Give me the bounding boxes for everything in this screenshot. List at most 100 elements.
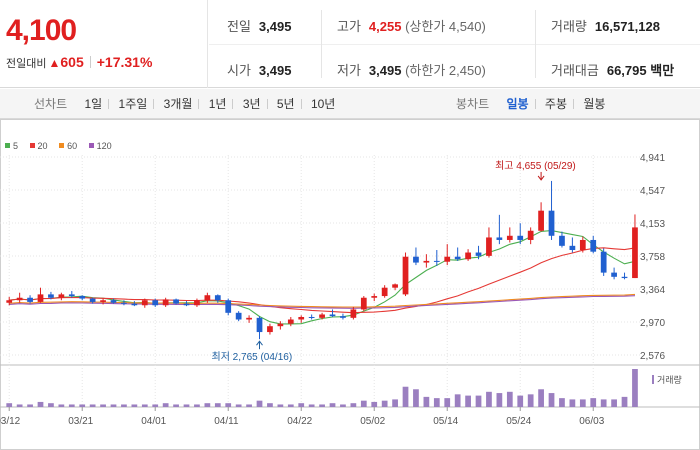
- volume-bar: [204, 403, 211, 407]
- y-tick-label: 4,547: [640, 186, 665, 197]
- volume-bar: [506, 391, 513, 407]
- volume-bar: [100, 404, 106, 407]
- volume-legend-label: 거래량: [657, 375, 682, 385]
- volume-bar: [454, 394, 461, 407]
- volume-bar: [152, 404, 159, 407]
- x-tick-label: 03/21: [68, 416, 93, 427]
- volume-bar: [360, 400, 367, 407]
- volume-bar: [340, 404, 346, 407]
- volume-bar: [183, 404, 190, 407]
- candle: [632, 227, 638, 279]
- candle-chart-group: 봉차트 일봉 주봉 월봉: [456, 89, 605, 119]
- candle: [506, 235, 513, 240]
- candle: [340, 316, 346, 318]
- candle: [16, 297, 23, 301]
- volume-bar: [37, 401, 44, 407]
- candle: [131, 303, 138, 306]
- candle: [141, 300, 148, 306]
- candle: [298, 316, 305, 320]
- volume-bar: [350, 403, 357, 407]
- candle: [58, 294, 65, 298]
- divider: [153, 99, 155, 109]
- volume-bar: [559, 398, 565, 407]
- period-1d[interactable]: 1일: [84, 97, 103, 111]
- volume-bar: [486, 391, 492, 407]
- x-tick-label: 04/22: [287, 416, 312, 427]
- volume-bar: [444, 398, 451, 407]
- candle: [611, 272, 617, 277]
- stat-low: 저가 3,495 (하한가 2,450): [337, 60, 486, 79]
- volume-bar: [590, 398, 597, 407]
- chart-axes: 4,941 4,547 4,153 3,758 3,364 2,970 2,576 03/12…: [0, 153, 665, 427]
- divider: [266, 99, 268, 109]
- stat-unit: 백만: [650, 63, 675, 78]
- volume-bar: [569, 399, 576, 407]
- line-chart-group: 선차트 1일 1주일 3개월 1년 3년 5년 10년: [34, 89, 335, 119]
- candle: [371, 296, 378, 298]
- legend-label: 120: [96, 141, 112, 151]
- period-3y[interactable]: 3년: [242, 97, 261, 111]
- chart-annotations: 최고 4,655 (05/29) 최저 2,765 (04/16): [212, 160, 576, 363]
- candle: [319, 314, 325, 318]
- period-5y[interactable]: 5년: [276, 97, 295, 111]
- candle: [256, 317, 263, 333]
- stat-value: 3,495: [258, 63, 292, 78]
- volume-bar: [141, 404, 148, 407]
- candle: [68, 294, 75, 297]
- volume-bar: [329, 403, 336, 407]
- candle: [287, 319, 294, 324]
- volume-bar: [27, 404, 33, 407]
- stat-amount: 거래대금 66,795 백만: [551, 60, 674, 79]
- candle: [527, 230, 534, 240]
- volume-bar: [225, 403, 232, 407]
- period-3m[interactable]: 3개월: [163, 97, 193, 111]
- ma-line-5: [9, 230, 636, 325]
- volume-bar: [89, 404, 96, 407]
- min-price-annotation: 최저 2,765 (04/16): [212, 351, 293, 363]
- candle-chart-title: 봉차트: [456, 97, 490, 111]
- current-price: 4,100: [6, 14, 77, 47]
- divider: [209, 44, 700, 45]
- volume-bar: [173, 404, 179, 407]
- legend-swatch: [88, 143, 94, 148]
- chart-grid: [0, 119, 700, 450]
- candle: [329, 314, 336, 317]
- volume-bar: [235, 404, 242, 407]
- candle: [538, 210, 544, 231]
- legend-swatch: [29, 143, 35, 148]
- stat-value: 66,795: [606, 63, 647, 78]
- legend-ma60: 60: [59, 141, 77, 151]
- candle: [267, 326, 273, 333]
- candle-daily[interactable]: 일봉: [506, 97, 529, 111]
- candle: [381, 287, 388, 297]
- volume-bar: [58, 404, 65, 407]
- ma-line-120: [9, 295, 636, 309]
- period-10y[interactable]: 10년: [310, 97, 336, 111]
- candle: [569, 245, 576, 251]
- volume-bar: [110, 404, 117, 407]
- candle-weekly[interactable]: 주봉: [544, 97, 567, 111]
- volume-bar: [79, 404, 86, 407]
- volume-bar: [6, 403, 13, 407]
- legend-ma5: 5: [5, 141, 18, 151]
- y-tick-label: 3,364: [640, 285, 665, 296]
- volume-bar: [277, 404, 284, 407]
- legend-label: 20: [37, 141, 48, 151]
- volume-bar: [194, 404, 200, 407]
- stat-label: 고가: [337, 19, 361, 34]
- stat-open: 시가 3,495: [227, 60, 291, 79]
- period-1w[interactable]: 1주일: [118, 97, 148, 111]
- volume-bar: [287, 404, 294, 407]
- volume-bar: [433, 398, 440, 407]
- candle-monthly[interactable]: 월봉: [583, 97, 606, 111]
- candle: [548, 210, 555, 236]
- volume-bar: [246, 404, 252, 407]
- candle: [194, 300, 200, 306]
- period-1y[interactable]: 1년: [208, 97, 227, 111]
- stat-value: 3,495: [368, 63, 402, 78]
- volume-bar: [308, 404, 315, 407]
- candle: [517, 235, 524, 240]
- volume-bar: [402, 386, 409, 407]
- price-chart[interactable]: 4,941 4,547 4,153 3,758 3,364 2,970 2,576 03/12…: [0, 119, 700, 450]
- stat-label: 전일: [227, 19, 251, 34]
